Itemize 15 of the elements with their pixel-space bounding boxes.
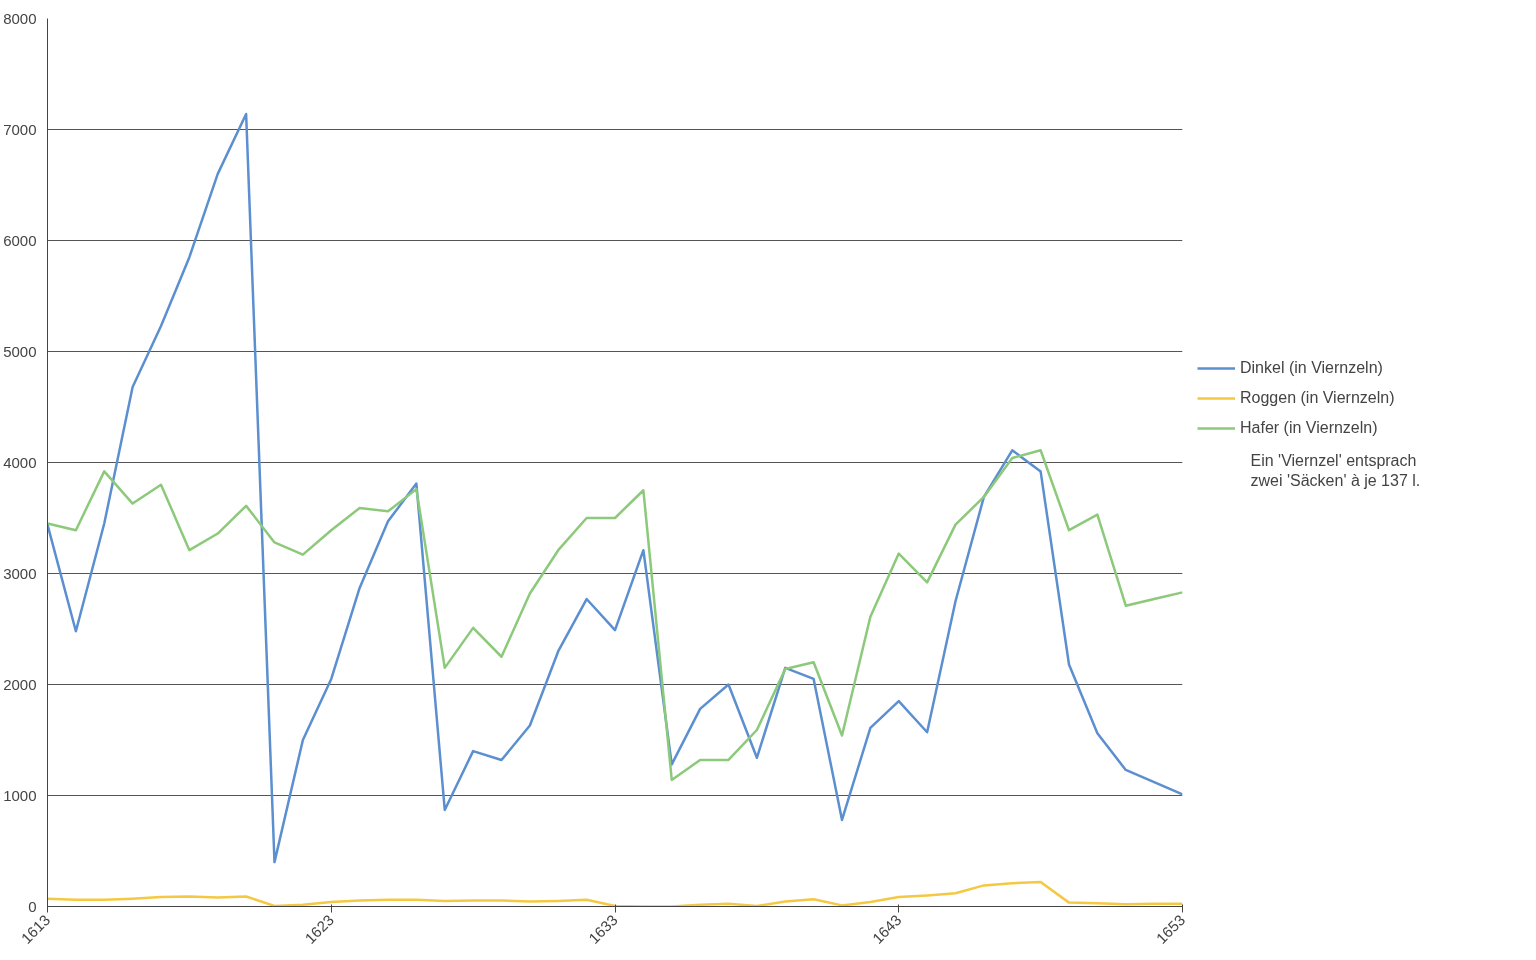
y-tick-label: 7000 xyxy=(3,120,37,138)
legend-label: Roggen (in Viernzeln) xyxy=(1240,389,1395,407)
y-tick-label: 0 xyxy=(28,897,37,915)
y-tick-label: 3000 xyxy=(3,564,37,582)
y-tick-label: 4000 xyxy=(3,453,37,471)
y-tick-label: 6000 xyxy=(3,231,37,249)
text: Ein 'Viernzel' entsprach zwei 'Säcken' à je 137 l. xyxy=(1250,451,1421,489)
y-tick-label: 8000 xyxy=(3,9,37,27)
legend-label: Hafer (in Viernzeln) xyxy=(1240,419,1378,437)
line-series xyxy=(47,449,1183,782)
y-tick-label: 2000 xyxy=(3,675,37,693)
legend-label: Dinkel (in Viernzeln) xyxy=(1240,359,1383,377)
y-tick-label: 1000 xyxy=(3,786,37,804)
line-series xyxy=(47,112,1183,864)
y-tick-label: 5000 xyxy=(3,342,37,360)
